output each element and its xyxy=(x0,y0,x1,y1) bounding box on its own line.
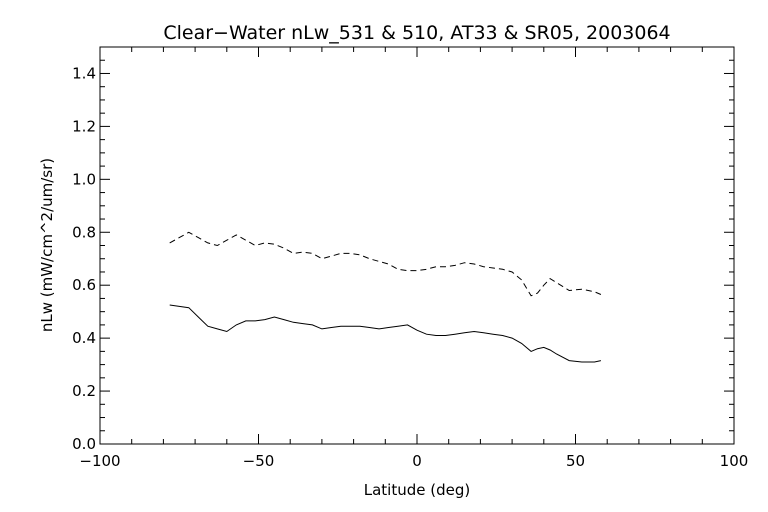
x-tick-label: −50 xyxy=(243,452,275,470)
x-tick-label: 50 xyxy=(566,452,585,470)
x-tick-label: 100 xyxy=(720,452,749,470)
y-tick-label: 0.0 xyxy=(72,435,96,453)
y-tick-label: 1.2 xyxy=(72,117,96,135)
y-axis: 0.0 0.2 0.4 0.6 0.8 1.0 1.2 1.4 xyxy=(72,46,734,453)
y-axis-label: nLw (mW/cm^2/um/sr) xyxy=(38,158,56,332)
y-tick-label: 0.6 xyxy=(72,276,96,294)
y-tick-label: 0.2 xyxy=(72,382,96,400)
x-axis-label: Latitude (deg) xyxy=(364,481,470,499)
x-tick-label: 0 xyxy=(412,452,422,470)
plot-area xyxy=(99,46,735,445)
y-tick-label: 1.4 xyxy=(72,64,96,82)
y-tick-label: 0.8 xyxy=(72,223,96,241)
plot-frame xyxy=(99,46,735,445)
chart-title: Clear−Water nLw_531 & 510, AT33 & SR05, … xyxy=(163,22,670,44)
y-tick-label: 0.4 xyxy=(72,329,96,347)
x-axis: −100 −50 0 50 100 xyxy=(79,47,748,470)
series-layer xyxy=(169,231,602,363)
x-tick-label: −100 xyxy=(79,452,120,470)
solid-series-line xyxy=(169,304,602,363)
y-tick-label: 1.0 xyxy=(72,170,96,188)
dashed-series-line xyxy=(169,231,602,297)
